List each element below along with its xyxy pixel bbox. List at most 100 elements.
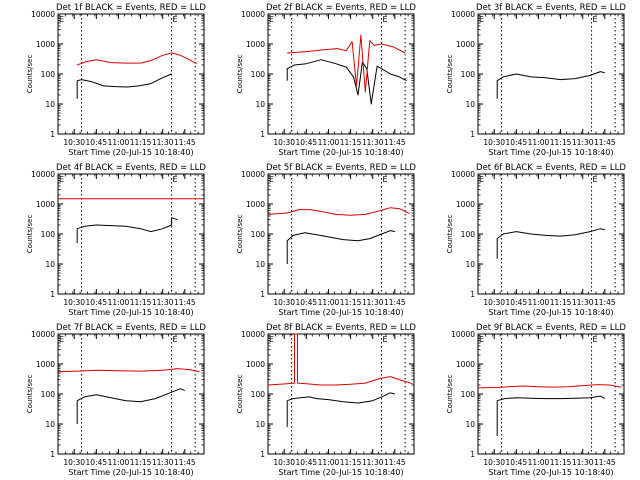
y-axis-label: Counts/sec [236,375,244,414]
event-marker-label: E [59,335,64,344]
y-tick-label: 1 [260,130,265,139]
x-tick-label: 11:45 [594,458,616,467]
x-tick-label: 10:30 [273,458,295,467]
plot-frame [477,13,625,135]
chart-title: Det 5f BLACK = Events, RED = LLD [266,163,416,173]
chart-panel-1: Det 1f BLACK = Events, RED = LLD 1 10 100 10… [26,3,206,157]
y-tick-label: 10000 [31,170,55,179]
y-tick-label: 10 [255,260,265,269]
chart-title: Det 9f BLACK = Events, RED = LLD [476,323,626,333]
x-tick-label: 11:30 [572,458,594,467]
x-tick-label: 11:45 [174,458,196,467]
y-axis-label: Counts/sec [236,215,244,254]
y-tick-label: 10 [45,100,55,109]
y-tick-label: 1 [50,450,55,459]
x-tick-label: 11:15 [340,138,362,147]
y-tick-label: 1 [470,130,475,139]
chart-title: Det 2f BLACK = Events, RED = LLD [266,3,416,13]
x-tick-label: 11:30 [362,138,384,147]
y-tick-label: 10000 [241,10,265,19]
chart-panel-7: Det 7f BLACK = Events, RED = LLD 1 10 100 10… [26,323,206,477]
event-marker-label: E [173,15,178,24]
chart-panel-6: Det 6f BLACK = Events, RED = LLD 1 10 100 10… [446,163,626,317]
chart-panel-9: Det 9f BLACK = Events, RED = LLD 1 10 100 10… [446,323,626,477]
y-tick-label: 10000 [241,330,265,339]
x-tick-label: 10:45 [296,298,318,307]
event-marker-label: E [479,175,484,184]
event-marker-label: E [383,15,388,24]
y-tick-label: 100 [41,70,56,79]
event-marker-label: E [479,15,484,24]
plot-frame [57,173,205,295]
plot-frame [477,173,625,295]
y-tick-label: 100 [41,230,56,239]
y-tick-label: 10000 [451,10,475,19]
event-marker-label: E [593,175,598,184]
y-tick-label: 1000 [36,360,55,369]
y-tick-label: 100 [41,390,56,399]
x-tick-label: 11:45 [384,458,406,467]
chart-title: Det 4f BLACK = Events, RED = LLD [56,163,206,173]
x-tick-label: 10:30 [483,298,505,307]
x-tick-label: 11:15 [550,298,572,307]
x-tick-label: 11:15 [130,458,152,467]
x-axis-label: Start Time (20-Jul-15 10:18:40) [278,468,403,477]
plot-frame [267,13,415,135]
chart-title: Det 1f BLACK = Events, RED = LLD [56,3,206,13]
x-tick-label: 11:30 [362,458,384,467]
y-tick-label: 10000 [451,170,475,179]
y-tick-label: 10 [465,260,475,269]
series-line-lld [77,52,197,66]
event-marker-label: E [173,175,178,184]
plot-frame [57,333,205,455]
x-tick-label: 11:00 [108,458,130,467]
y-tick-label: 10000 [241,170,265,179]
plot-frame [267,333,415,455]
x-tick-label: 10:45 [86,298,108,307]
plot-frame [267,173,415,295]
event-marker-label: E [383,175,388,184]
y-tick-label: 1 [50,130,55,139]
x-tick-label: 11:30 [152,458,174,467]
x-tick-label: 11:45 [174,138,196,147]
x-tick-label: 11:30 [362,298,384,307]
series-line-events [286,392,395,427]
y-tick-label: 100 [461,230,476,239]
x-tick-label: 11:45 [594,138,616,147]
x-tick-label: 10:30 [483,458,505,467]
x-tick-label: 11:45 [174,298,196,307]
series-line-lld [287,34,406,93]
y-tick-label: 1 [470,450,475,459]
y-tick-label: 10 [255,420,265,429]
y-axis-label: Counts/sec [26,55,34,94]
y-tick-label: 1 [470,290,475,299]
y-tick-label: 1 [50,290,55,299]
event-marker-label: E [269,335,274,344]
x-axis-label: Start Time (20-Jul-15 10:18:40) [68,308,193,317]
series-line-events [496,71,605,99]
x-tick-label: 10:45 [506,138,528,147]
x-tick-label: 11:15 [130,138,152,147]
x-tick-label: 11:00 [318,138,340,147]
x-tick-label: 10:45 [506,298,528,307]
series-line-events [286,230,395,264]
series-line-events [76,217,178,243]
x-tick-label: 10:30 [63,138,85,147]
y-tick-label: 10 [465,420,475,429]
series-line-events [76,388,185,424]
event-marker-label: E [593,15,598,24]
x-tick-label: 11:45 [594,298,616,307]
plot-frame [57,13,205,135]
x-tick-label: 11:00 [528,458,550,467]
x-tick-label: 10:30 [273,138,295,147]
y-tick-label: 1000 [456,360,475,369]
chart-title: Det 8f BLACK = Events, RED = LLD [266,323,416,333]
x-tick-label: 11:00 [108,138,130,147]
y-axis-label: Counts/sec [446,55,454,94]
x-tick-label: 10:45 [86,458,108,467]
x-axis-label: Start Time (20-Jul-15 10:18:40) [68,468,193,477]
event-marker-label: E [593,335,598,344]
x-tick-label: 10:45 [296,458,318,467]
y-tick-label: 100 [461,70,476,79]
y-tick-label: 1000 [246,200,265,209]
